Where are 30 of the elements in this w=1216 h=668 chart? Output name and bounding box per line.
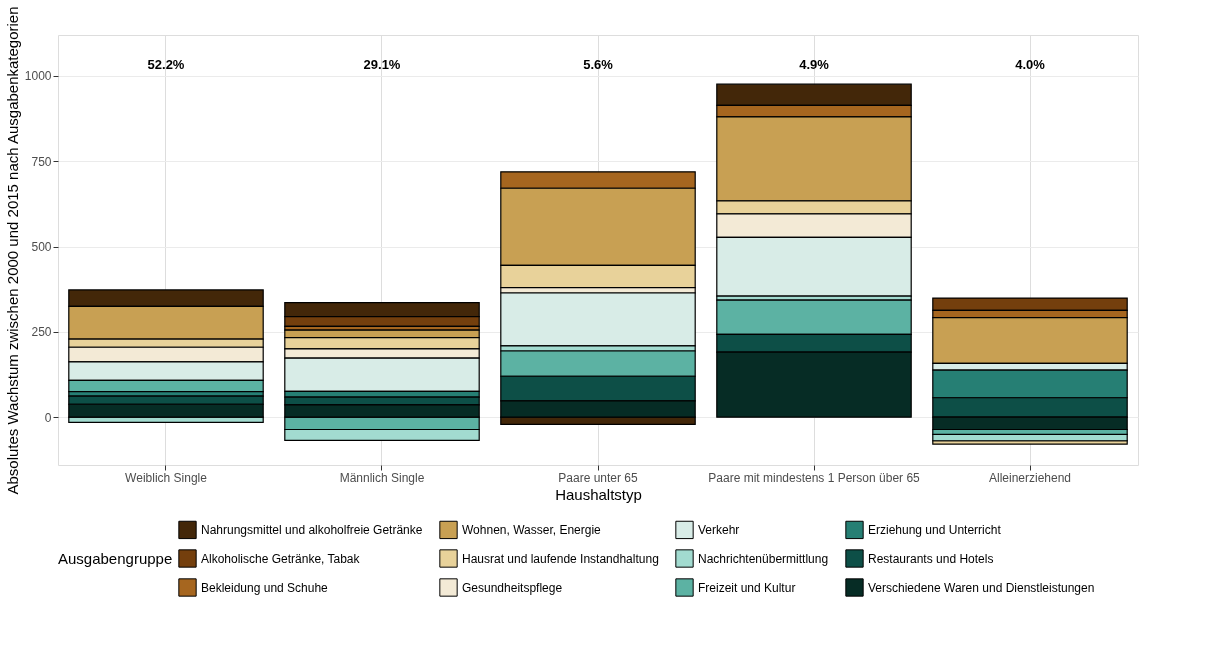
x-tick-label: Paare unter 65: [558, 470, 639, 485]
y-tick-label: 250: [31, 325, 52, 340]
annotation: 5.6%: [583, 57, 614, 72]
y-axis-title: Absolutes Wachstum zwischen 2000 und 2015 nach Ausgabenkategorien: [3, 6, 21, 495]
legend-label: Hausrat und laufende Instandhaltung: [462, 551, 659, 566]
annotation: 52.2%: [147, 57, 185, 72]
legend-label: Gesundheitspflege: [462, 580, 563, 595]
legend-label: Erziehung und Unterricht: [868, 522, 1002, 537]
annotation: 4.9%: [799, 57, 830, 72]
annotation: 4.0%: [1015, 57, 1046, 72]
x-tick-label: Weiblich Single: [125, 470, 208, 485]
legend-label: Verkehr: [698, 522, 740, 537]
legend-label: Verschiedene Waren und Dienstleistungen: [868, 580, 1095, 595]
y-tick-label: 1000: [24, 69, 52, 84]
x-tick-label: Männlich Single: [339, 470, 425, 485]
annotation: 29.1%: [363, 57, 401, 72]
legend-label: Alkoholische Getränke, Tabak: [201, 551, 361, 566]
legend-label: Nahrungsmittel und alkoholfreie Getränke: [201, 522, 423, 537]
legend-label: Wohnen, Wasser, Energie: [462, 522, 602, 537]
x-axis-title: Haushaltstyp: [555, 485, 642, 503]
y-tick-label: 750: [31, 154, 52, 169]
legend-label: Restaurants und Hotels: [868, 551, 994, 566]
legend-label: Freizeit und Kultur: [698, 580, 796, 595]
legend-label: Nachrichtenübermittlung: [698, 551, 829, 566]
x-tick-label: Paare mit mindestens 1 Person über 65: [708, 470, 921, 485]
legend-label: Bekleidung und Schuhe: [201, 580, 329, 595]
legend-title: Ausgabengruppe: [58, 550, 173, 567]
y-tick-label: 500: [31, 240, 52, 255]
y-tick-label: 0: [44, 410, 52, 425]
x-tick-label: Alleinerziehend: [988, 470, 1072, 485]
